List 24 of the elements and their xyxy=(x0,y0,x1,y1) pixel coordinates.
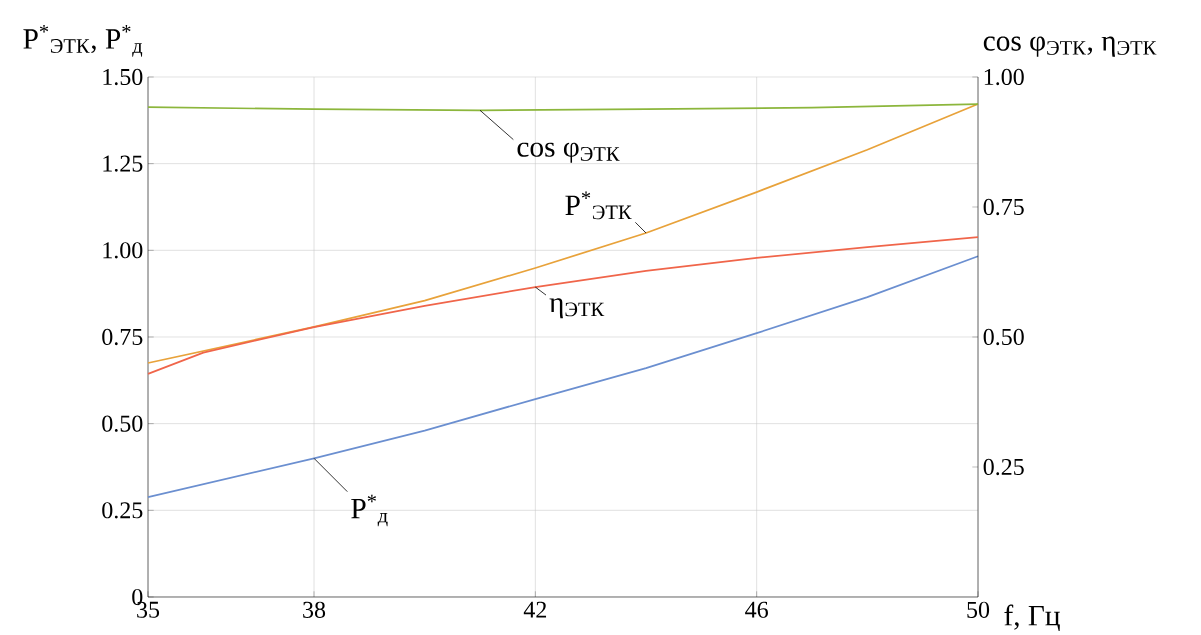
line-series xyxy=(147,102,979,364)
y2-tick-label: 0.75 xyxy=(983,198,1024,215)
y2-tick-label: 1.00 xyxy=(984,68,1024,85)
line-series xyxy=(147,236,979,375)
y-tick-label: 1.50 xyxy=(103,68,143,85)
series-label: cos φ$_{ЭТК}$ xyxy=(517,142,620,163)
x-tick-label: 38 xyxy=(303,601,326,618)
x-tick-label: 50 xyxy=(967,601,990,618)
y-tick-label: 1.00 xyxy=(103,241,143,259)
y-tick-label: 0.25 xyxy=(102,501,143,519)
x-axis-title: f, Гц xyxy=(1004,604,1060,631)
x-tick-label: 46 xyxy=(745,601,768,618)
y2-tick-label: 0.25 xyxy=(983,458,1024,475)
series-label: η$_{ЭТК}$ xyxy=(549,297,605,319)
y-tick-label: 0.50 xyxy=(102,415,143,432)
x-tick-label: 42 xyxy=(523,601,547,618)
y-tick-label: 1.25 xyxy=(103,155,143,172)
line-series xyxy=(147,102,979,111)
series-label: P$^{*}$ЭТК xyxy=(565,191,632,220)
y2-axis-title: cos φ$_{ЭТК}$, η$_{ЭТК}$ xyxy=(983,36,1157,57)
y-tick-label: 0.75 xyxy=(102,328,143,345)
y-axis-title: P$^{*}$$_{ЭТК}$, P$^{*}$д xyxy=(23,24,143,57)
y2-tick-label: 0.50 xyxy=(983,328,1024,345)
series-label: P$^{*}$д xyxy=(351,494,388,527)
